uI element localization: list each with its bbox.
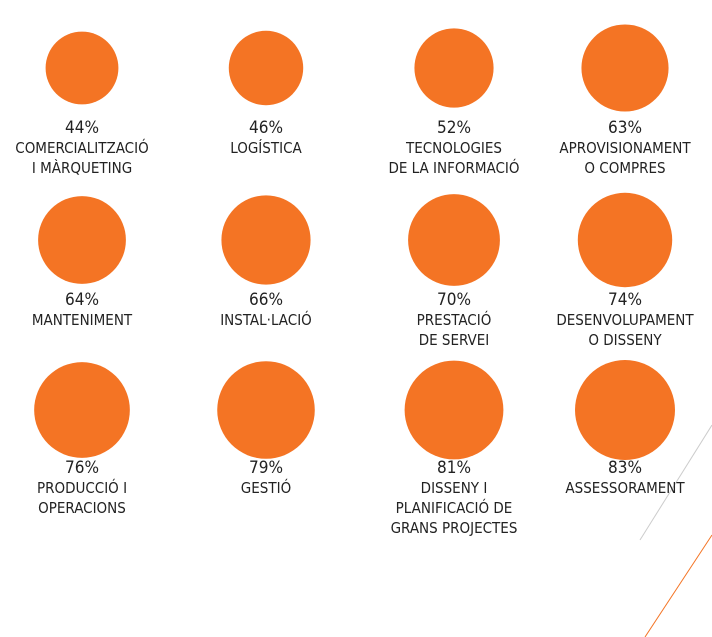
circle	[575, 360, 675, 460]
category-label: APROVISIONAMENT O COMPRES	[559, 139, 691, 177]
category-label: PRESTACIÓ DE SERVEI	[416, 311, 492, 349]
value-label: 44%	[65, 118, 99, 138]
circle	[217, 361, 315, 459]
circle	[45, 31, 119, 105]
circle	[34, 362, 130, 458]
circle	[38, 196, 126, 284]
decor-line	[639, 424, 712, 541]
value-label: 52%	[437, 118, 471, 138]
value-label: 81%	[437, 458, 471, 478]
decor-line	[644, 534, 712, 637]
category-label: ASSESSORAMENT	[565, 479, 685, 497]
value-label: 79%	[249, 458, 283, 478]
circle	[577, 192, 673, 288]
value-label: 76%	[65, 458, 99, 478]
value-label: 83%	[608, 458, 642, 478]
value-label: 70%	[437, 290, 471, 310]
category-label: MANTENIMENT	[31, 311, 133, 329]
circle	[404, 360, 504, 460]
category-label: LOGÍSTICA	[230, 139, 302, 157]
circle	[221, 195, 311, 285]
category-label: TECNOLOGIES DE LA INFORMACIÓ	[388, 139, 520, 177]
value-label: 64%	[65, 290, 99, 310]
value-label: 46%	[249, 118, 283, 138]
category-label: GESTIÓ	[240, 479, 292, 497]
value-label: 66%	[249, 290, 283, 310]
category-label: PRODUCCIÓ I OPERACIONS	[36, 479, 128, 517]
circle	[228, 30, 304, 106]
category-label: COMERCIALITZACIÓ I MÀRQUETING	[15, 139, 149, 177]
value-label: 74%	[608, 290, 642, 310]
circle	[408, 194, 500, 286]
category-label: INSTAL·LACIÓ	[220, 311, 312, 329]
value-label: 63%	[608, 118, 642, 138]
category-label: DESENVOLUPAMENT O DISSENY	[556, 311, 694, 349]
circle	[414, 28, 494, 108]
category-label: DISSENY I PLANIFICACIÓ DE GRANS PROJECTE…	[390, 479, 518, 537]
circle	[581, 24, 669, 112]
